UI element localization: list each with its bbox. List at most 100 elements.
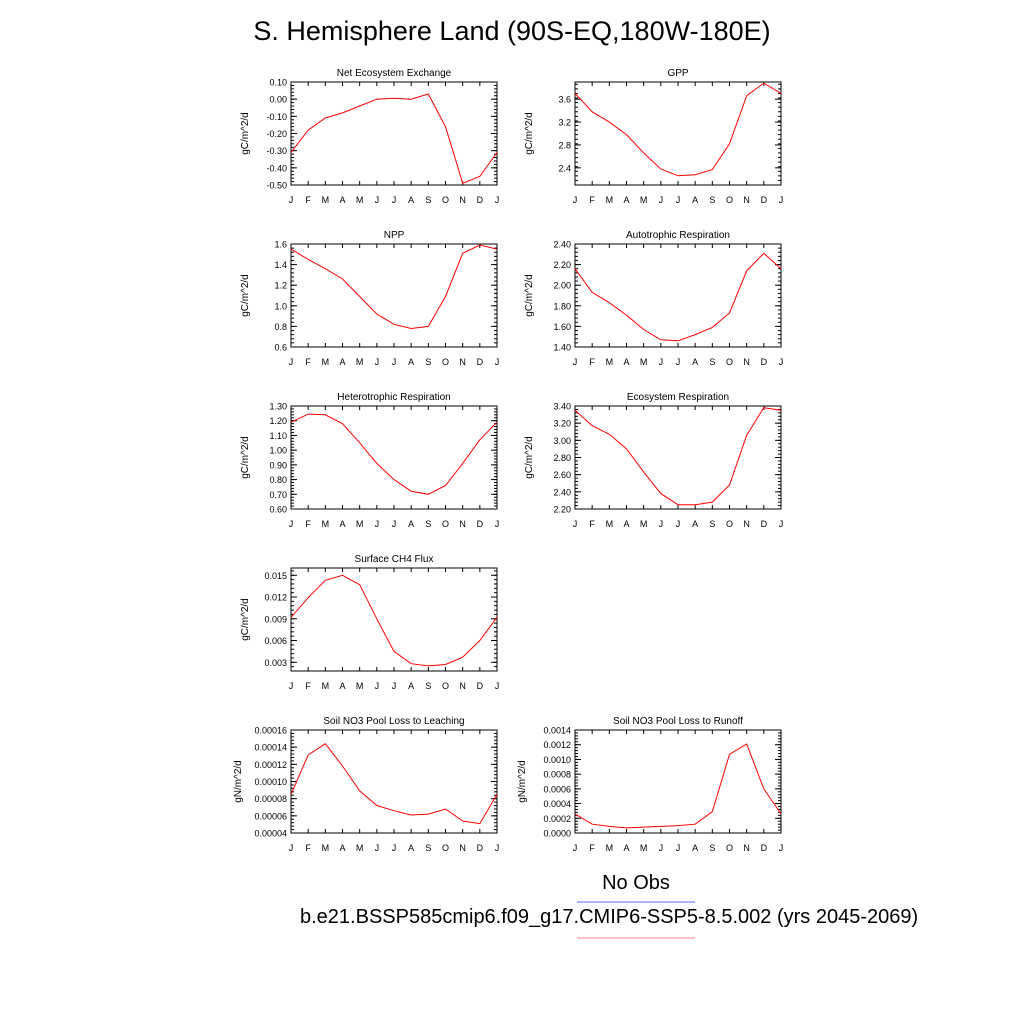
- panel-8-ytick-label: 0.00012: [254, 760, 287, 770]
- panel-6-ytick-label: 0.015: [264, 571, 287, 581]
- panel-9-xtick-label: D: [761, 843, 768, 853]
- panel-6-xtick-label: A: [339, 681, 345, 691]
- panel-5-xtick-label: O: [726, 519, 733, 529]
- panel-3-xtick-label: M: [606, 357, 614, 367]
- panel-6-title: Surface CH4 Flux: [355, 554, 434, 565]
- panel-5-xtick-label: D: [761, 519, 768, 529]
- panel-6-xtick-label: J: [289, 681, 294, 691]
- panel-9-ytick-label: 0.0000: [543, 829, 571, 839]
- panel-3-xtick-label: N: [743, 357, 750, 367]
- panel-3-xtick-label: J: [659, 357, 664, 367]
- panel-8-series-line: [290, 743, 498, 825]
- panel-8-xtick-label: F: [305, 843, 311, 853]
- panel-1-xtick-label: M: [606, 195, 614, 205]
- panel-8-xtick-label: J: [375, 843, 380, 853]
- panel-2-xtick-label: M: [322, 357, 330, 367]
- panel-2-xtick-label: A: [339, 357, 345, 367]
- panel-3-xtick-label: A: [623, 357, 629, 367]
- panel-9-xtick-label: J: [573, 843, 578, 853]
- panel-6-ytick-label: 0.006: [264, 636, 287, 646]
- panel-6-ylabel: gC/m^2/d: [240, 598, 251, 641]
- panel-3-title: Autotrophic Respiration: [626, 230, 730, 241]
- panel-0-ytick-label: -0.20: [266, 129, 287, 139]
- panel-9-title: Soil NO3 Pool Loss to Runoff: [613, 716, 743, 727]
- panel-5-ylabel: gC/m^2/d: [524, 436, 535, 479]
- panel-5-ytick-label: 2.40: [553, 487, 571, 497]
- panel-8-xtick-label: M: [322, 843, 330, 853]
- panel-8-xtick-label: J: [495, 843, 500, 853]
- panel-4-title: Heterotrophic Respiration: [337, 392, 450, 403]
- panel-2-ylabel: gC/m^2/d: [240, 274, 251, 317]
- panel-5-xtick-label: S: [709, 519, 715, 529]
- panel-4-xtick-label: M: [356, 519, 364, 529]
- panel-2-ytick-label: 1.2: [274, 281, 287, 291]
- panel-6-xtick-label: A: [408, 681, 414, 691]
- panel-2-ytick-label: 0.6: [274, 343, 287, 353]
- panel-6-xtick-label: D: [477, 681, 484, 691]
- panel-9-xtick-label: M: [640, 843, 648, 853]
- panel-6-xtick-label: J: [392, 681, 397, 691]
- panel-6-series-line: [290, 574, 498, 667]
- panel-8-ytick-label: 0.00014: [254, 743, 287, 753]
- panel-4-ytick-label: 1.00: [269, 446, 287, 456]
- panel-5-ytick-label: 2.80: [553, 453, 571, 463]
- panel-4-xtick-label: J: [375, 519, 380, 529]
- panel-5-xtick-label: J: [676, 519, 681, 529]
- panel-4-ytick-label: 0.90: [269, 460, 287, 470]
- panel-0-xtick-label: A: [339, 195, 345, 205]
- panel-9-ytick-label: 0.0008: [543, 770, 571, 780]
- panel-8-ylabel: gN/m^2/d: [233, 760, 244, 803]
- panel-2-xtick-label: F: [305, 357, 311, 367]
- panel-2-ytick-label: 1.0: [274, 301, 287, 311]
- panel-0-xtick-label: J: [289, 195, 294, 205]
- panel-0-ytick-label: -0.50: [266, 181, 287, 191]
- panel-5-xtick-label: J: [573, 519, 578, 529]
- panel-3-ytick-label: 2.00: [553, 281, 571, 291]
- panel-9-xtick-label: F: [589, 843, 595, 853]
- panel-6-xtick-label: F: [305, 681, 311, 691]
- panel-2-xtick-label: J: [289, 357, 294, 367]
- panel-0-xtick-label: A: [408, 195, 414, 205]
- panel-6-xtick-label: S: [425, 681, 431, 691]
- panel-3-ytick-label: 1.80: [553, 301, 571, 311]
- panel-3-series-line: [574, 252, 782, 342]
- panel-4-ytick-label: 1.10: [269, 431, 287, 441]
- panel-2-xtick-label: J: [375, 357, 380, 367]
- panel-1-title: GPP: [667, 68, 688, 79]
- panel-4-xtick-label: J: [289, 519, 294, 529]
- panel-0-xtick-label: O: [442, 195, 449, 205]
- panel-0-xtick-label: F: [305, 195, 311, 205]
- page-title: S. Hemisphere Land (90S-EQ,180W-180E): [253, 16, 771, 46]
- panel-1-series-line: [574, 82, 782, 177]
- panel-2-xtick-label: M: [356, 357, 364, 367]
- panel-4-ytick-label: 1.30: [269, 402, 287, 412]
- panel-0-title: Net Ecosystem Exchange: [337, 68, 452, 79]
- panel-0-ytick-label: -0.30: [266, 146, 287, 156]
- panel-5-xtick-label: A: [623, 519, 629, 529]
- panel-6-xtick-label: O: [442, 681, 449, 691]
- panel-2-ytick-label: 1.4: [274, 260, 287, 270]
- panel-4-ytick-label: 1.20: [269, 416, 287, 426]
- panel-3-xtick-label: O: [726, 357, 733, 367]
- panel-9-xtick-label: O: [726, 843, 733, 853]
- panel-3-ytick-label: 1.60: [553, 322, 571, 332]
- panel-3-xtick-label: A: [692, 357, 698, 367]
- panel-6-xtick-label: M: [322, 681, 330, 691]
- panel-5-xtick-label: M: [606, 519, 614, 529]
- panel-1-ytick-label: 3.2: [558, 118, 571, 128]
- panel-2-ytick-label: 1.6: [274, 240, 287, 250]
- panel-3-ytick-label: 2.40: [553, 240, 571, 250]
- panel-3-xtick-label: J: [573, 357, 578, 367]
- panel-5-ytick-label: 3.20: [553, 419, 571, 429]
- panel-6-ytick-label: 0.009: [264, 614, 287, 624]
- panel-1-ytick-label: 2.8: [558, 140, 571, 150]
- legend-case-label: b.e21.BSSP585cmip6.f09_g17.CMIP6-SSP5-8.…: [300, 906, 919, 928]
- panel-0-xtick-label: M: [356, 195, 364, 205]
- panel-0-ytick-label: 0.00: [269, 95, 287, 105]
- panel-5-xtick-label: A: [692, 519, 698, 529]
- panel-2-xtick-label: D: [477, 357, 484, 367]
- panel-8-xtick-label: N: [459, 843, 466, 853]
- panel-2-series-line: [290, 244, 498, 330]
- panel-4-xtick-label: J: [392, 519, 397, 529]
